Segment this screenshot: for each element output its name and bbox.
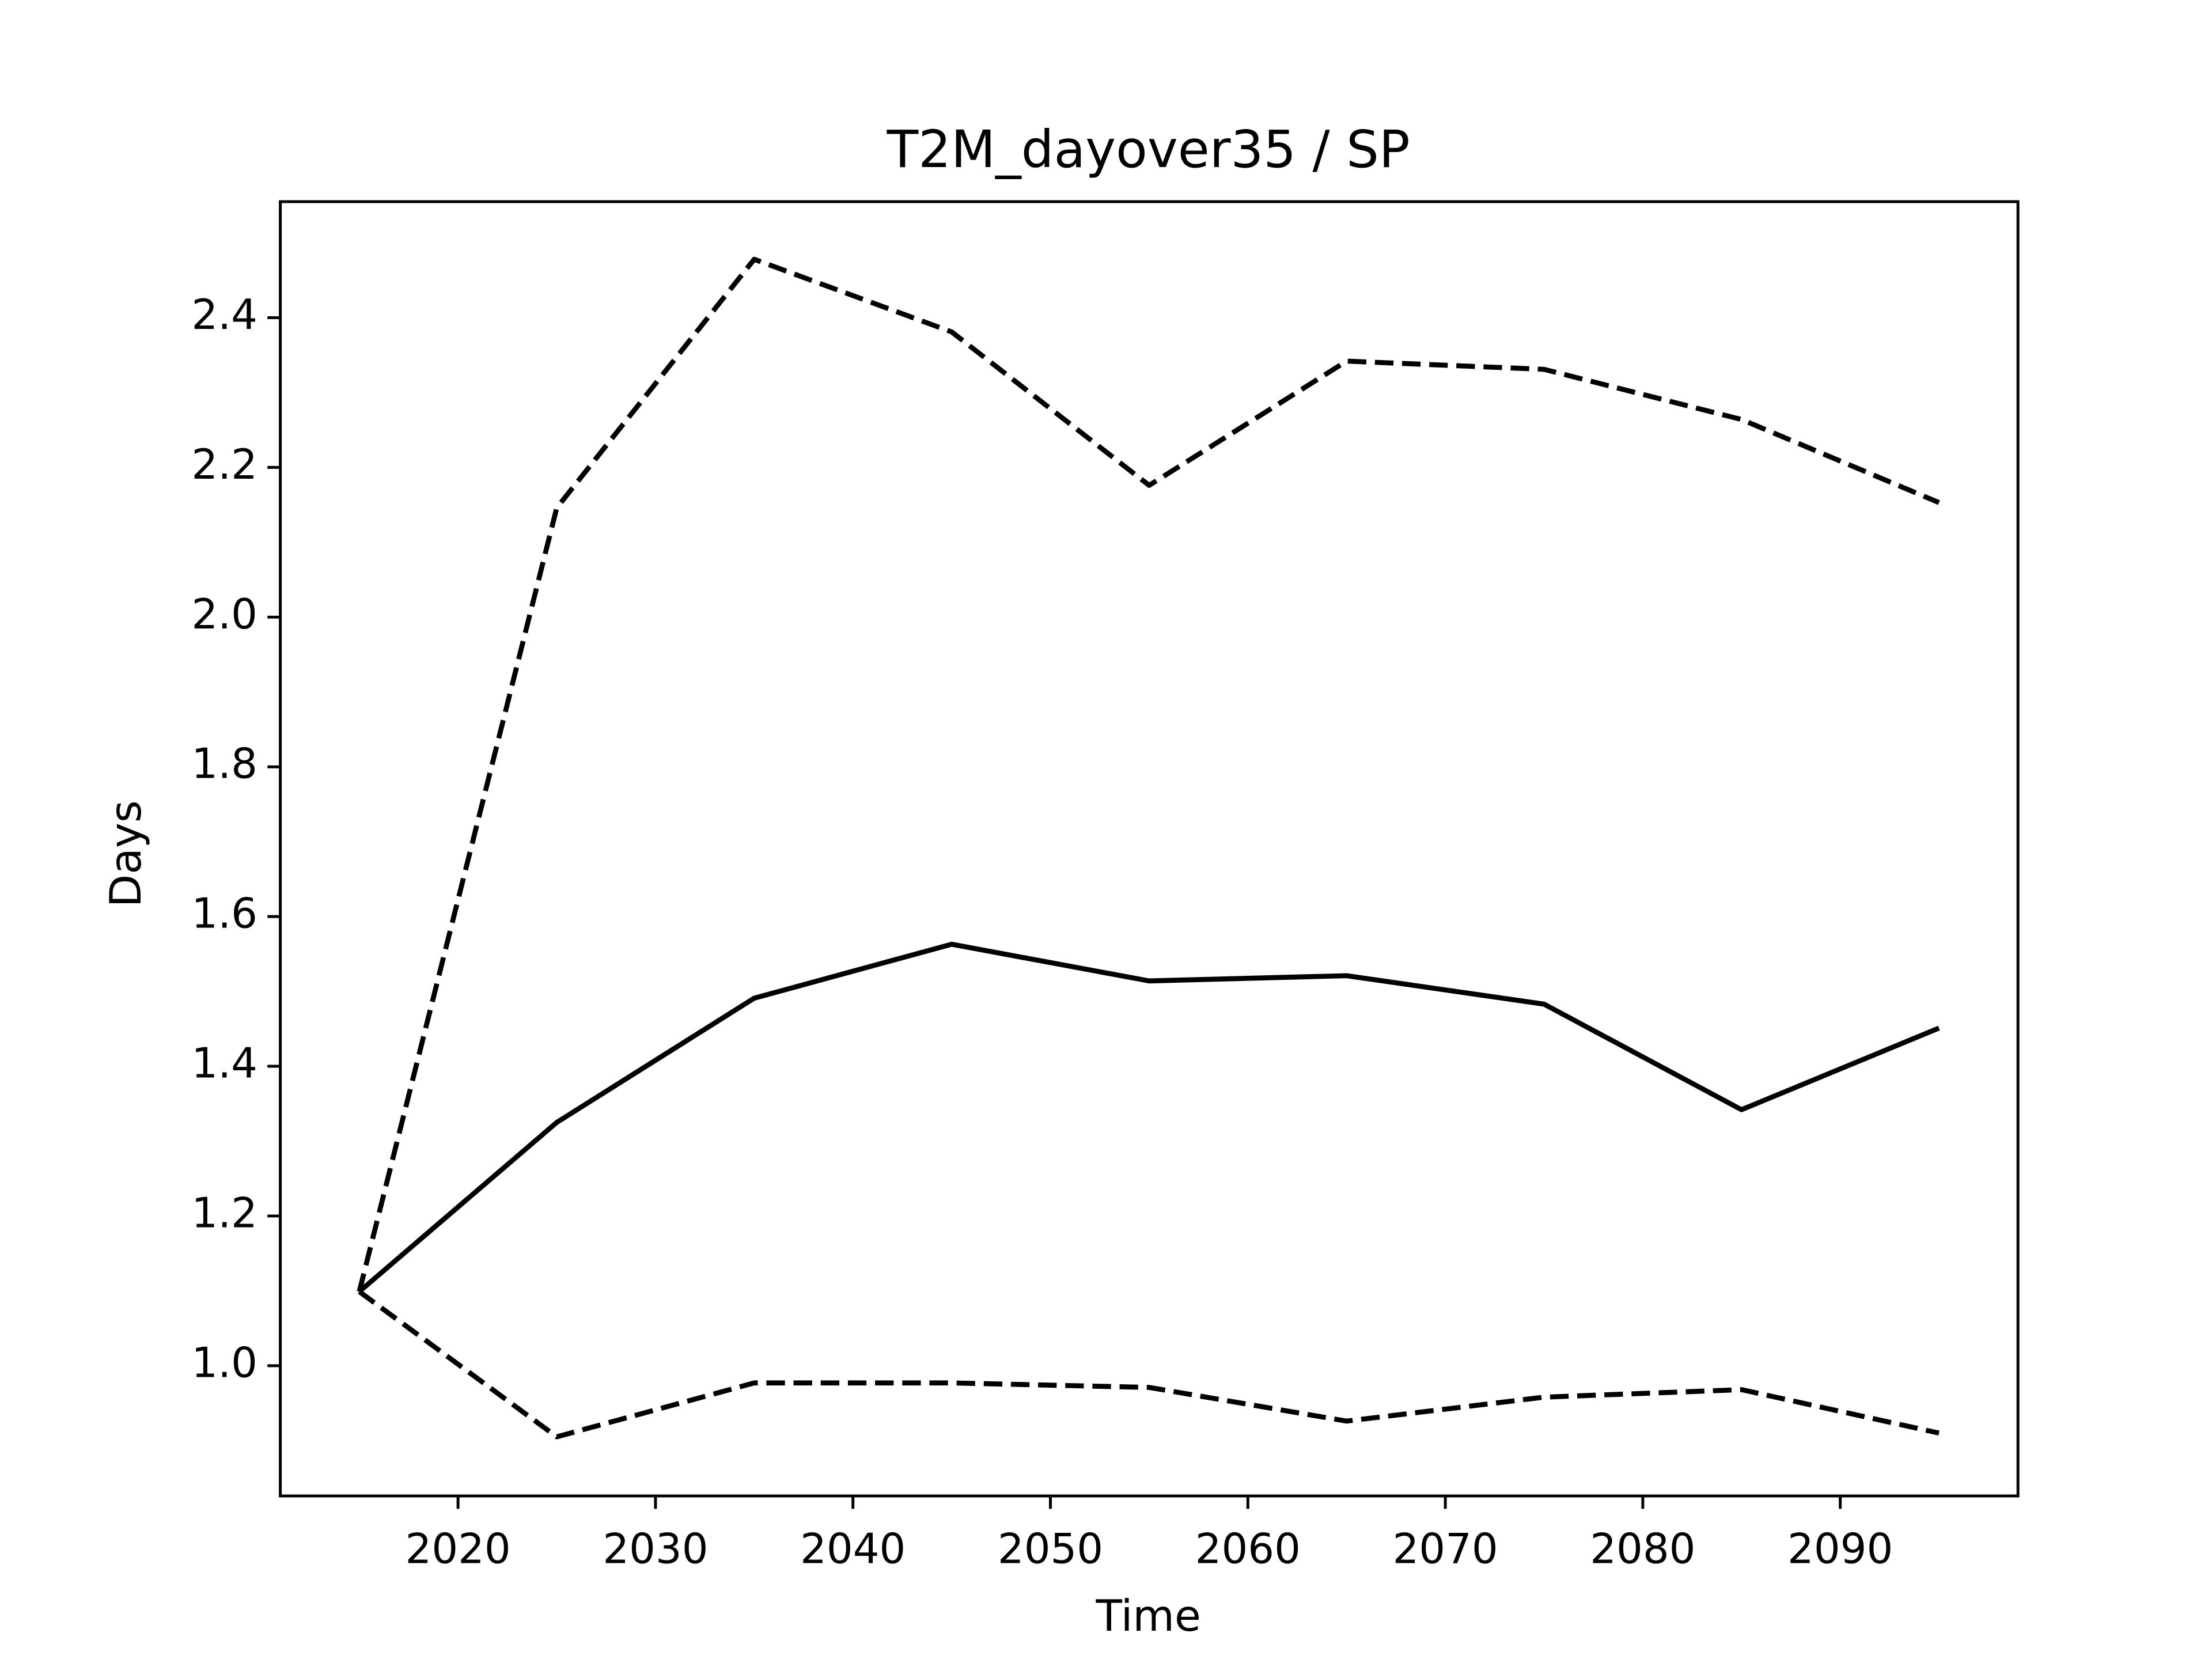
y-axis-label: Days [101,800,151,907]
y-tick-label: 1.0 [191,1338,257,1387]
x-tick-label: 2030 [603,1524,708,1573]
y-tick-label: 1.8 [191,740,257,788]
chart-title: T2M_dayover35 / SP [887,120,1410,180]
plot-frame [279,200,2020,1498]
x-tick-label: 2020 [406,1524,511,1573]
x-tick-label: 2050 [998,1524,1103,1573]
x-tick-label: 2040 [800,1524,906,1573]
x-tick-label: 2060 [1195,1524,1301,1573]
y-tick-label: 1.6 [191,889,257,938]
x-tick-label: 2070 [1392,1524,1498,1573]
series-line [357,256,1940,1293]
y-tick-label: 2.2 [191,440,257,488]
x-tick-label: 2090 [1787,1524,1893,1573]
x-tick-label: 2080 [1590,1524,1695,1573]
y-tick-label: 1.2 [191,1188,257,1237]
series-line [357,941,1940,1294]
y-tick-label: 1.4 [191,1039,257,1088]
y-tick-label: 2.4 [191,290,257,339]
series-line [358,1289,1940,1440]
y-tick-label: 2.0 [191,590,257,638]
x-axis-label: Time [1096,1591,1201,1641]
